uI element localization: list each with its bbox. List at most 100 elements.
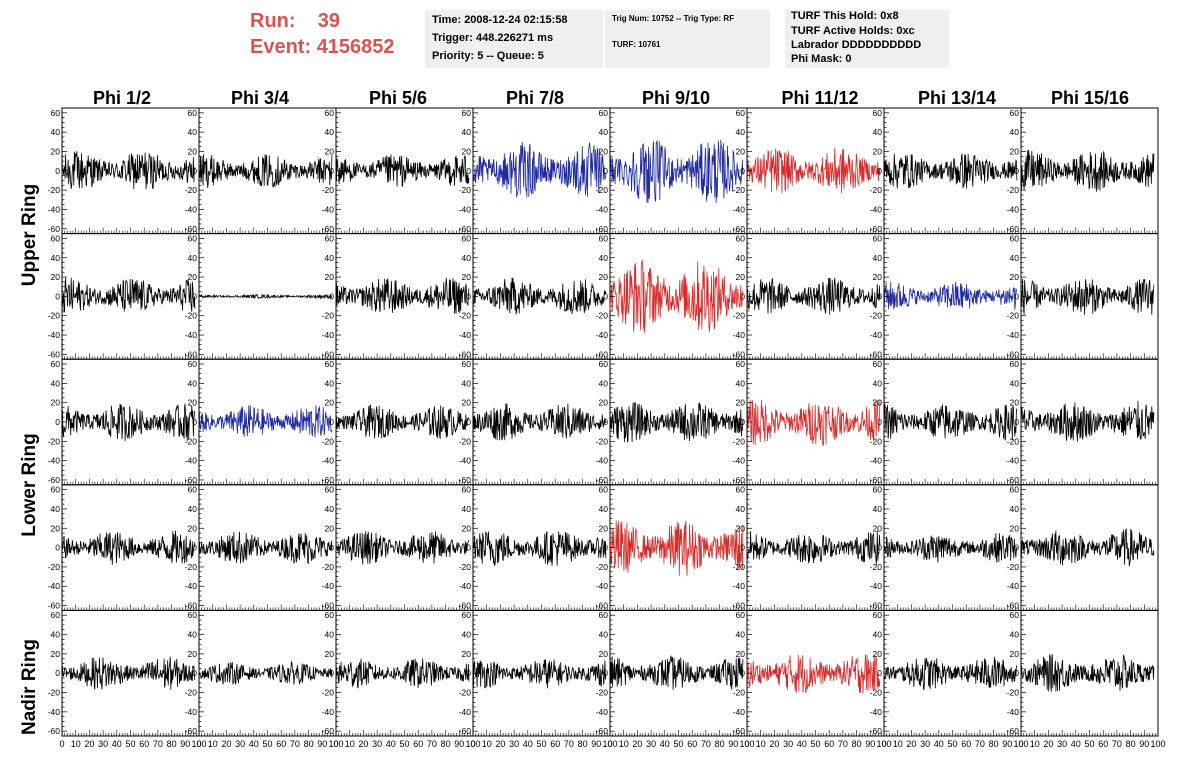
y-tick-label: -40 xyxy=(185,581,198,591)
x-tick-label: 60 xyxy=(824,739,834,749)
y-tick-label: 40 xyxy=(188,630,198,640)
y-tick-label: 40 xyxy=(51,504,61,514)
y-tick-label: 60 xyxy=(462,108,472,118)
waveform-trace xyxy=(198,405,333,438)
x-tick-label: 30 xyxy=(1057,739,1067,749)
y-tick-label: 40 xyxy=(1010,630,1020,640)
x-tick-label: 10 xyxy=(1030,739,1040,749)
y-tick-label: 0 xyxy=(740,668,745,678)
y-tick-label: -60 xyxy=(733,224,746,234)
y-tick-label: 0 xyxy=(1014,668,1019,678)
y-tick-label: -20 xyxy=(596,688,609,698)
y-tick-label: 60 xyxy=(462,233,472,243)
y-tick-label: 0 xyxy=(192,417,197,427)
panel-frame xyxy=(609,233,748,360)
y-tick-label: -20 xyxy=(185,688,198,698)
y-tick-label: -20 xyxy=(48,562,61,572)
y-tick-label: -40 xyxy=(322,707,335,717)
y-tick-label: 60 xyxy=(873,233,883,243)
x-tick-label: 90 xyxy=(180,739,190,749)
y-tick-label: 60 xyxy=(51,359,61,369)
x-tick-label: 0 xyxy=(470,739,475,749)
y-tick-label: 40 xyxy=(1010,378,1020,388)
waveform-trace xyxy=(609,655,744,690)
y-tick-label: -40 xyxy=(596,581,609,591)
y-tick-label: 40 xyxy=(462,127,472,137)
y-tick-label: -60 xyxy=(185,224,198,234)
waveform-trace xyxy=(472,530,607,566)
y-tick-label: -40 xyxy=(459,707,472,717)
y-tick-label: -20 xyxy=(1007,185,1020,195)
y-tick-label: -40 xyxy=(870,456,883,466)
y-tick-label: -20 xyxy=(733,311,746,321)
y-tick-label: 0 xyxy=(329,543,334,553)
y-tick-label: 0 xyxy=(466,668,471,678)
waveform-trace xyxy=(1020,278,1155,315)
y-tick-label: 20 xyxy=(325,398,335,408)
y-tick-label: 40 xyxy=(599,253,609,263)
y-tick-label: -60 xyxy=(48,601,61,611)
y-tick-label: 20 xyxy=(736,523,746,533)
y-tick-label: 20 xyxy=(736,398,746,408)
y-tick-label: -60 xyxy=(870,475,883,485)
y-tick-label: 40 xyxy=(51,127,61,137)
x-tick-label: 0 xyxy=(744,739,749,749)
x-tick-label: 90 xyxy=(1139,739,1149,749)
x-tick-label: 60 xyxy=(550,739,560,749)
y-tick-label: 20 xyxy=(873,649,883,659)
y-tick-label: 40 xyxy=(325,630,335,640)
y-tick-label: -20 xyxy=(733,562,746,572)
column-header-phi-3-4: Phi 3/4 xyxy=(230,88,290,108)
waveform-trace xyxy=(609,520,744,576)
x-tick-label: 100 xyxy=(602,739,617,749)
y-tick-label: -40 xyxy=(870,707,883,717)
y-tick-label: -40 xyxy=(870,330,883,340)
y-tick-label: 40 xyxy=(736,253,746,263)
y-tick-label: 40 xyxy=(599,504,609,514)
y-tick-label: -60 xyxy=(1007,601,1020,611)
x-tick-label: 80 xyxy=(441,739,451,749)
y-tick-label: 20 xyxy=(873,523,883,533)
y-tick-label: -40 xyxy=(1007,707,1020,717)
y-tick-label: -60 xyxy=(48,224,61,234)
y-tick-label: 0 xyxy=(1014,543,1019,553)
y-tick-label: -40 xyxy=(185,707,198,717)
y-tick-label: 20 xyxy=(736,146,746,156)
x-tick-label: 50 xyxy=(399,739,409,749)
x-tick-label: 40 xyxy=(660,739,670,749)
x-tick-label: 10 xyxy=(893,739,903,749)
x-tick-label: 10 xyxy=(756,739,766,749)
x-tick-label: 70 xyxy=(564,739,574,749)
y-tick-label: -60 xyxy=(596,224,609,234)
event-row: Event: 4156852 xyxy=(250,34,395,60)
y-tick-label: 0 xyxy=(877,668,882,678)
x-tick-label: 60 xyxy=(139,739,149,749)
y-tick-label: -40 xyxy=(322,581,335,591)
y-tick-label: -60 xyxy=(596,601,609,611)
y-tick-label: 40 xyxy=(325,378,335,388)
y-tick-label: 0 xyxy=(329,668,334,678)
y-tick-label: 40 xyxy=(462,630,472,640)
y-tick-label: -20 xyxy=(870,311,883,321)
y-tick-label: -20 xyxy=(185,436,198,446)
y-tick-label: -60 xyxy=(459,601,472,611)
column-header-phi-15-16: Phi 15/16 xyxy=(1050,88,1130,108)
x-tick-label: 70 xyxy=(290,739,300,749)
y-tick-label: 0 xyxy=(740,166,745,176)
y-tick-label: -40 xyxy=(459,581,472,591)
waveform-trace xyxy=(609,139,744,203)
y-tick-label: -20 xyxy=(459,562,472,572)
y-tick-label: 40 xyxy=(188,378,198,388)
y-tick-label: 0 xyxy=(740,543,745,553)
x-tick-label: 60 xyxy=(413,739,423,749)
panel-frame xyxy=(472,484,611,611)
waveform-trace xyxy=(609,259,744,333)
y-tick-label: -60 xyxy=(322,601,335,611)
y-tick-label: -60 xyxy=(322,726,335,736)
y-tick-label: 20 xyxy=(873,272,883,282)
waveform-trace xyxy=(746,654,881,694)
column-header-phi-1-2: Phi 1/2 xyxy=(92,88,152,108)
y-tick-label: 40 xyxy=(51,253,61,263)
x-tick-label: 90 xyxy=(317,739,327,749)
y-tick-label: 20 xyxy=(51,272,61,282)
